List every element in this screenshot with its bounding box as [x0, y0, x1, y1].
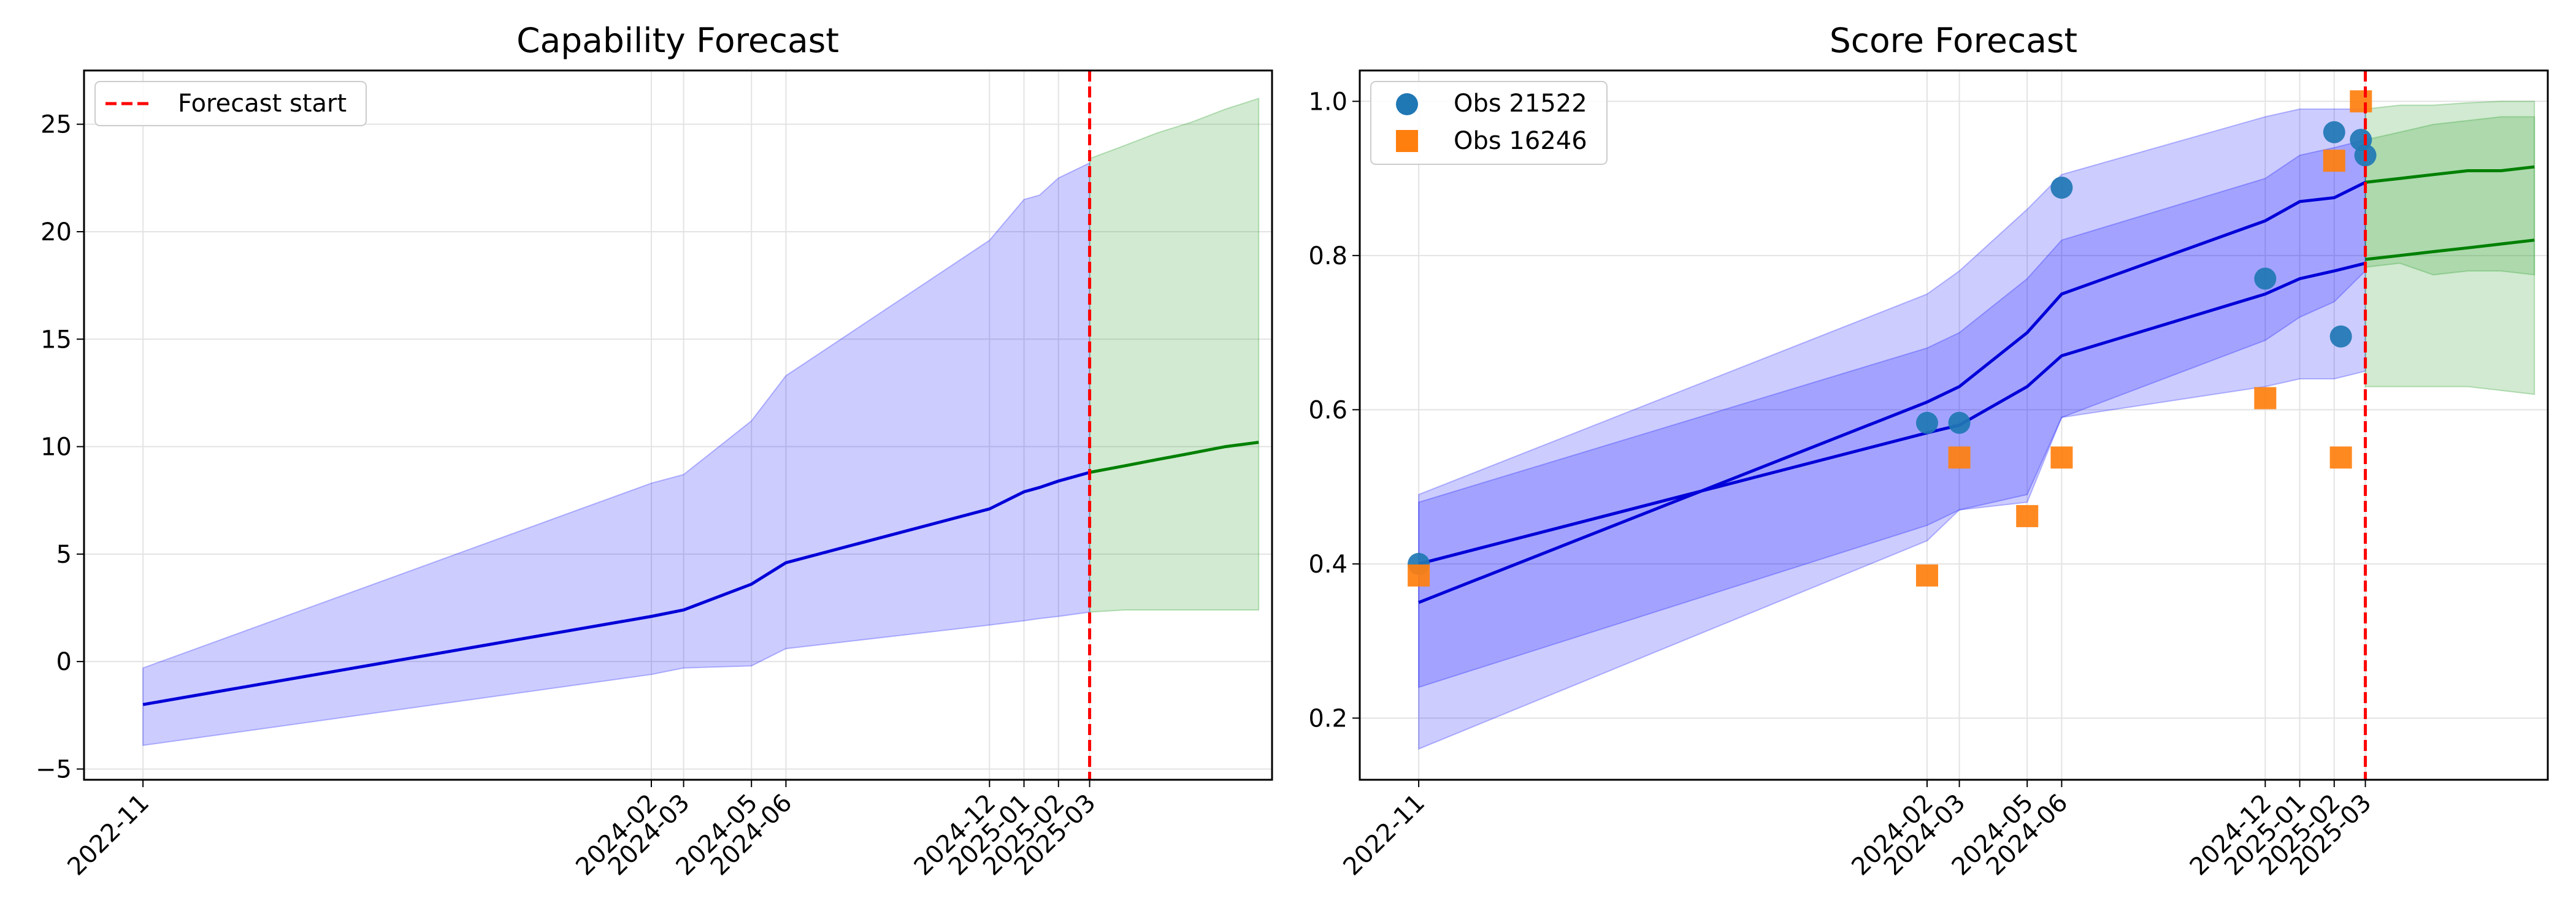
legend-label: Obs 16246 [1454, 127, 1587, 155]
legend-label: Obs 21522 [1454, 90, 1587, 118]
obs-point-circle [2050, 177, 2073, 199]
y-tick-label: 5 [56, 541, 72, 569]
obs-point-circle [1948, 411, 1971, 434]
legend-marker-circle-icon [1396, 93, 1418, 115]
chart-title: Capability Forecast [516, 21, 839, 60]
obs-point-square [2323, 150, 2345, 172]
obs-point-circle [2254, 267, 2277, 290]
y-tick-label: 0.4 [1308, 551, 1347, 579]
y-tick-label: 20 [40, 218, 72, 246]
obs-point-square [1408, 564, 1430, 587]
forecast-band [1089, 97, 1260, 613]
legend: Obs 21522 Obs 16246 [1370, 81, 1608, 165]
y-tick-label: 0.8 [1308, 242, 1347, 270]
y-tick-label: 0.6 [1308, 396, 1347, 424]
forecast-median-line [2365, 165, 2535, 184]
observation-points [1408, 90, 2377, 587]
y-tick-label: 25 [40, 111, 72, 139]
y-tick-label: −5 [36, 755, 72, 783]
history-median-line [1418, 181, 2366, 604]
chart-title: Score Forecast [1830, 21, 2077, 60]
obs-point-square [1915, 564, 1938, 587]
legend-marker-square-icon [1396, 130, 1418, 152]
median-lines [1418, 165, 2535, 604]
y-tick-label: 10 [40, 433, 72, 462]
legend: Forecast start [94, 81, 367, 126]
y-tick-label: 0 [56, 648, 72, 676]
obs-point-square [1948, 446, 1971, 469]
obs-point-square [2350, 90, 2372, 113]
obs-point-square [2254, 387, 2277, 410]
forecast-band [2364, 101, 2536, 276]
forecast-median-line [1089, 441, 1259, 474]
legend-box [94, 81, 367, 126]
y-tick-label: 0.2 [1308, 704, 1347, 733]
legend-label: Forecast start [178, 90, 347, 118]
median-lines [142, 441, 1259, 706]
obs-point-circle [2323, 121, 2345, 143]
forecast-band [2364, 116, 2536, 395]
history-median-line [1418, 261, 2366, 566]
obs-point-square [2016, 505, 2039, 527]
forecast-median-line [2365, 238, 2535, 261]
plot-frame [83, 69, 1273, 781]
history-band [142, 162, 1091, 747]
legend-box [1370, 81, 1608, 165]
obs-point-circle [2329, 325, 2352, 348]
history-band [1418, 139, 2366, 688]
y-tick-label: 1.0 [1308, 88, 1347, 116]
y-tick-label: 15 [40, 326, 72, 354]
history-median-line [142, 471, 1091, 706]
obs-point-circle [1915, 411, 1938, 434]
bands [142, 97, 1260, 747]
obs-point-square [2050, 446, 2073, 469]
obs-point-square [2329, 446, 2352, 469]
plot-frame [1359, 69, 2549, 781]
